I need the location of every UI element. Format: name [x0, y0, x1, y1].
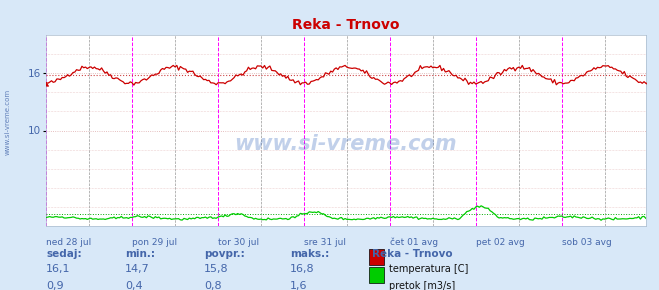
Text: 16,8: 16,8	[290, 264, 314, 274]
Text: povpr.:: povpr.:	[204, 249, 245, 259]
Text: Reka - Trnovo: Reka - Trnovo	[372, 249, 453, 259]
Text: ned 28 jul: ned 28 jul	[46, 238, 92, 247]
Text: 15,8: 15,8	[204, 264, 229, 274]
Title: Reka - Trnovo: Reka - Trnovo	[292, 18, 400, 32]
Text: pet 02 avg: pet 02 avg	[476, 238, 525, 247]
Text: sre 31 jul: sre 31 jul	[304, 238, 346, 247]
Text: 16,1: 16,1	[46, 264, 71, 274]
Text: sedaj:: sedaj:	[46, 249, 82, 259]
Text: čet 01 avg: čet 01 avg	[390, 238, 438, 247]
Text: temperatura [C]: temperatura [C]	[389, 264, 468, 274]
Text: pretok [m3/s]: pretok [m3/s]	[389, 281, 455, 290]
Text: 1,6: 1,6	[290, 281, 308, 290]
Text: maks.:: maks.:	[290, 249, 330, 259]
Text: sob 03 avg: sob 03 avg	[561, 238, 612, 247]
Text: www.si-vreme.com: www.si-vreme.com	[5, 89, 11, 155]
Text: 0,9: 0,9	[46, 281, 64, 290]
Text: 0,4: 0,4	[125, 281, 143, 290]
Text: tor 30 jul: tor 30 jul	[218, 238, 259, 247]
Text: min.:: min.:	[125, 249, 156, 259]
Text: 0,8: 0,8	[204, 281, 222, 290]
Text: www.si-vreme.com: www.si-vreme.com	[235, 134, 457, 154]
Text: pon 29 jul: pon 29 jul	[132, 238, 177, 247]
Text: 14,7: 14,7	[125, 264, 150, 274]
